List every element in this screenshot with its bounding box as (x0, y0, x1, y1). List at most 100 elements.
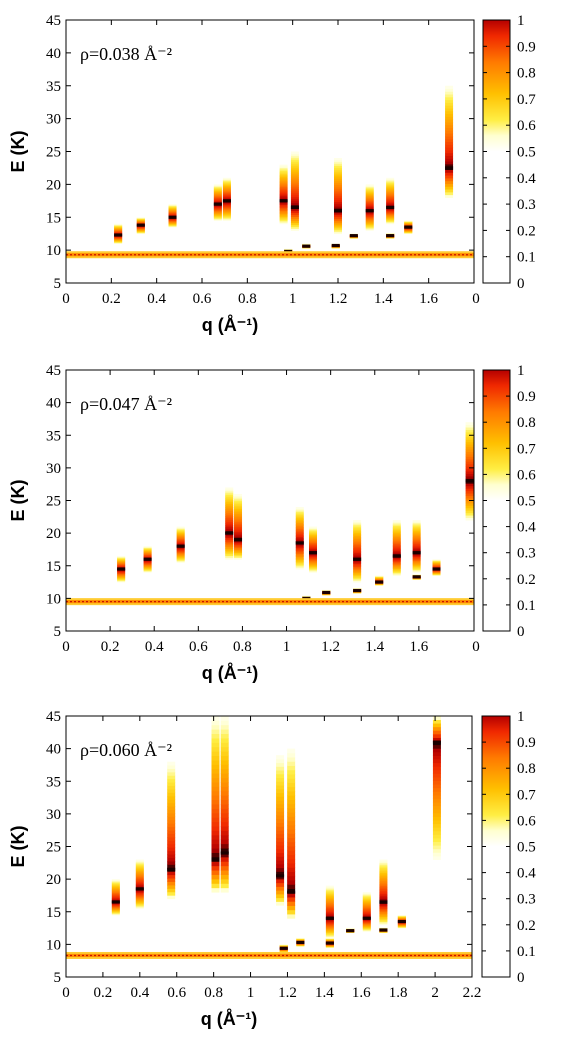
peak-segment (135, 897, 144, 900)
peak-streak (346, 928, 355, 934)
peak-segment (279, 182, 288, 185)
peak-segment (220, 738, 229, 743)
peak-segment (309, 555, 318, 557)
peak-segment (168, 215, 177, 217)
peak-segment (220, 808, 229, 814)
peak-segment (135, 907, 144, 909)
peak-segment (136, 222, 145, 224)
peak-segment (353, 561, 362, 564)
peak-segment (365, 213, 374, 215)
peak-segment (412, 565, 421, 568)
peak-segment (111, 889, 120, 892)
peak-segment (176, 557, 185, 559)
colorbar-tick-label: 0.7 (517, 92, 536, 108)
peak-segment (276, 815, 285, 820)
peak-segment (362, 912, 371, 915)
peak-segment (222, 206, 231, 209)
peak-segment (432, 573, 441, 574)
peak-segment (117, 576, 126, 578)
peak-segment (392, 545, 401, 547)
peak-segment (168, 208, 177, 210)
peak-segment (412, 574, 421, 575)
peak-segment (276, 852, 285, 857)
peak-segment (322, 589, 331, 591)
peak-segment (290, 198, 299, 202)
peak-segment (334, 188, 342, 191)
peak-segment (386, 188, 395, 190)
peak-segment (135, 865, 144, 868)
peak-segment (114, 237, 123, 239)
peak-segment (176, 554, 185, 556)
peak-streak (386, 233, 395, 239)
peak-segment (114, 232, 123, 234)
peak-streak (225, 487, 234, 560)
peak-segment (334, 167, 342, 170)
peak-segment (412, 526, 421, 529)
x-tick-label: 0.2 (94, 985, 113, 1001)
peak-segment (334, 201, 342, 204)
peak-segment (167, 768, 176, 773)
peak-segment (445, 108, 454, 112)
peak-segment (276, 811, 285, 816)
peak-segment (334, 192, 342, 195)
peak-segment (136, 222, 145, 223)
peak-segment (287, 803, 296, 809)
peak-streak (276, 755, 285, 906)
peak-segment (353, 535, 362, 538)
peak-segment (279, 207, 288, 210)
peak-segment (276, 803, 285, 809)
peak-segment (325, 932, 334, 935)
peak-segment (143, 567, 152, 569)
peak-segment (225, 548, 234, 551)
peak-segment (287, 867, 296, 873)
peak-segment (211, 742, 220, 748)
peak-segment (111, 885, 120, 887)
x-tick-label: 0.8 (233, 639, 252, 655)
peak-segment (295, 531, 304, 534)
peak-segment (362, 914, 371, 917)
peak-segment (220, 786, 229, 792)
peak-segment (279, 206, 288, 208)
peak-segment (392, 542, 401, 545)
peak-segment (325, 910, 334, 913)
peak-core (331, 243, 340, 248)
x-tick-label: 0.4 (130, 985, 149, 1001)
peak-segment (353, 563, 362, 566)
peak-core (392, 554, 401, 558)
peak-segment (279, 203, 288, 205)
peak-segment (295, 559, 304, 562)
peak-segment (117, 571, 126, 573)
peak-segment (168, 209, 177, 211)
peak-segment (309, 559, 318, 562)
peak-segment (392, 568, 401, 571)
peak-segment (365, 200, 374, 203)
peak-segment (392, 558, 401, 561)
peak-segment (287, 757, 296, 762)
peak-segment (379, 864, 388, 867)
peak-segment (362, 921, 371, 923)
peak-segment (176, 547, 185, 549)
peak-segment (143, 546, 152, 548)
peak-segment (445, 183, 454, 187)
peak-segment (325, 930, 334, 932)
peak-segment (309, 538, 318, 540)
peak-segment (135, 874, 144, 876)
peak-segment (222, 218, 231, 220)
peak-segment (211, 751, 220, 757)
peak-segment (445, 180, 454, 184)
peak-segment (445, 127, 454, 131)
peak-segment (220, 817, 229, 823)
peak-segment (295, 558, 304, 561)
peak-segment (379, 885, 388, 888)
peak-segment (386, 212, 395, 214)
peak-segment (135, 884, 144, 886)
peak-segment (167, 765, 176, 769)
peak-segment (432, 560, 441, 562)
peak-segment (114, 241, 123, 243)
peak-segment (222, 215, 231, 217)
peak-segment (334, 218, 342, 221)
peak-segment (168, 211, 177, 213)
peak-segment (211, 821, 220, 827)
peak-segment (167, 871, 176, 876)
peak-segment (290, 155, 299, 158)
